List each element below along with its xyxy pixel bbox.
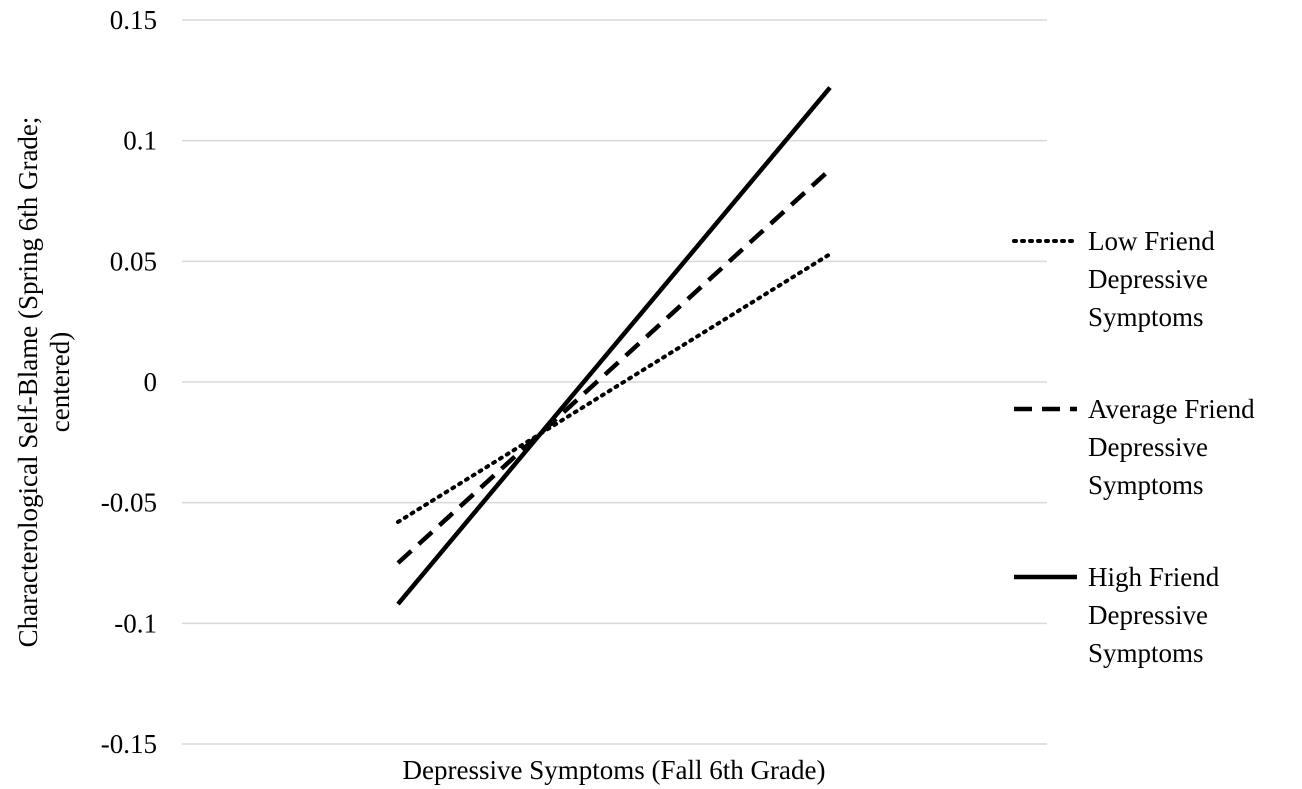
legend-label: High Friend [1088, 562, 1220, 592]
y-tick-label: 0.15 [110, 5, 157, 35]
series-line-dashed [396, 167, 832, 565]
y-axis-title-line: centered) [45, 332, 75, 432]
series-line-solid [396, 86, 832, 606]
y-tick-label: -0.1 [114, 608, 157, 638]
legend-item: Average Friend Depressive Symptoms [1014, 394, 1255, 500]
x-axis-title: Depressive Symptoms (Fall 6th Grade) [403, 755, 826, 785]
y-tick-label: 0.1 [123, 126, 157, 156]
legend-label: Depressive [1088, 432, 1208, 462]
legend-label: Depressive [1088, 264, 1208, 294]
legend-label: Symptoms [1088, 638, 1204, 668]
series-lines [396, 86, 832, 606]
legend-label: Symptoms [1088, 470, 1204, 500]
series-line-dotted [396, 252, 832, 524]
y-tick-label: 0 [144, 367, 158, 397]
y-tick-label: 0.05 [110, 246, 157, 276]
legend-label: Average Friend [1088, 394, 1255, 424]
y-tick-label: -0.15 [101, 729, 157, 759]
y-tick-label: -0.05 [101, 488, 157, 518]
legend-item: High Friend Depressive Symptoms [1014, 562, 1220, 668]
y-axis-title-line: Characterological Self-Blame (Spring 6th… [13, 117, 43, 648]
y-axis-ticks: 0.15 0.1 0.05 0 -0.05 -0.1 -0.15 [101, 5, 157, 759]
legend-label: Symptoms [1088, 302, 1204, 332]
legend-label: Depressive [1088, 600, 1208, 630]
y-axis-title: Characterological Self-Blame (Spring 6th… [13, 117, 75, 648]
legend-item: Low Friend Depressive Symptoms [1012, 226, 1215, 332]
legend-label: Low Friend [1088, 226, 1215, 256]
gridlines [182, 19, 1047, 745]
